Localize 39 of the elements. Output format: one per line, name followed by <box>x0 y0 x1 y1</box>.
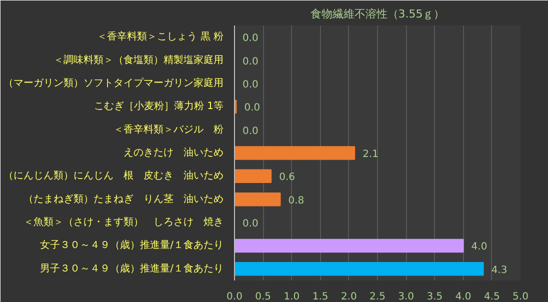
bar <box>234 192 281 206</box>
data-label: 4.3 <box>491 264 508 276</box>
y-tick-label: こむぎ［小麦粉］薄力粉 1等 <box>94 100 224 112</box>
chart-title: 食物繊維不溶性（3.55ｇ） <box>310 8 445 20</box>
y-tick-label: （マーガリン類）ソフトタイプマーガリン家庭用 <box>4 76 224 89</box>
y-tick-label: （たまねぎ類）たまねぎ りん茎 油いため <box>24 192 224 205</box>
data-label: 0.0 <box>242 79 258 90</box>
bar <box>234 169 272 184</box>
data-label: 0.0 <box>242 218 258 230</box>
y-tick-label: 女子３０～４９（歳）推進量/１食あたり <box>40 239 224 252</box>
text: 2.5 <box>370 292 386 302</box>
data-label: 4.0 <box>471 242 488 253</box>
y-tick-label: ＜調味料類＞（食塩類）精製塩家庭用 <box>54 54 224 66</box>
bar <box>234 146 356 160</box>
data-label: 0.0 <box>242 56 258 68</box>
bar <box>234 238 464 253</box>
y-tick-label: 男子３０～４９（歳）推進量/１食あたり <box>40 262 224 274</box>
text: 1.0 <box>284 292 300 302</box>
text: 1.5 <box>312 292 328 302</box>
text: 3.0 <box>398 292 414 302</box>
text: 3.5 <box>426 292 443 302</box>
text: 4.5 <box>484 292 500 302</box>
text: 0.0 <box>226 292 242 302</box>
y-tick-label: ＜香辛料類＞こしょう 黒 粉 <box>97 30 224 43</box>
bar <box>234 262 484 276</box>
text: 2.0 <box>340 292 357 302</box>
data-label: 2.1 <box>362 149 379 160</box>
y-tick-label: ＜魚類＞（さけ・ます類） しろさけ 焼き <box>24 216 224 228</box>
data-label: 0.0 <box>242 33 258 44</box>
data-label: 0.0 <box>242 126 258 137</box>
text: 5.0 <box>512 292 528 302</box>
data-label: 0.6 <box>279 172 296 184</box>
y-tick-label: ＜香辛料類＞バジル 粉 <box>114 123 224 136</box>
data-label: 0.0 <box>244 102 260 114</box>
y-tick-label: （にんじん類）にんじん 根 皮むき 油いため <box>4 170 224 182</box>
text: 0.5 <box>255 292 272 302</box>
text: 4.0 <box>455 292 472 302</box>
y-tick-label: えのきたけ 油いため <box>124 146 224 158</box>
data-label: 0.8 <box>288 195 304 206</box>
